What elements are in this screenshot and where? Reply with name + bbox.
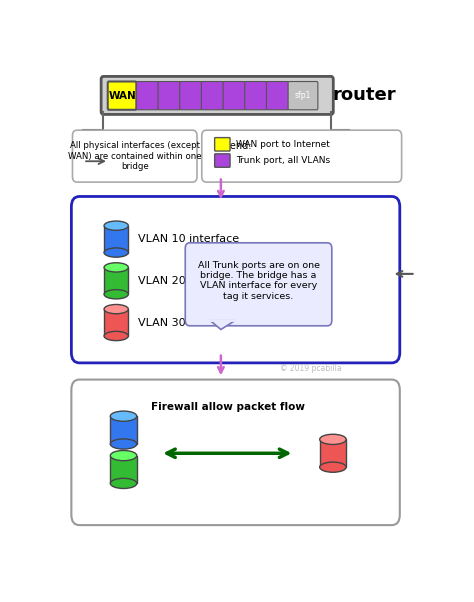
Ellipse shape — [319, 434, 346, 444]
Ellipse shape — [104, 262, 128, 272]
FancyBboxPatch shape — [108, 81, 137, 110]
Ellipse shape — [104, 248, 128, 257]
Text: VLAN 10 interface: VLAN 10 interface — [138, 234, 239, 244]
Ellipse shape — [104, 331, 128, 341]
Text: sfp1: sfp1 — [295, 91, 311, 100]
Text: Firewall allow packet flow: Firewall allow packet flow — [151, 402, 305, 412]
Ellipse shape — [110, 450, 137, 461]
FancyBboxPatch shape — [72, 380, 400, 525]
Text: WAN: WAN — [108, 91, 136, 101]
Ellipse shape — [110, 439, 137, 449]
Bar — [104, 267, 128, 294]
Ellipse shape — [110, 411, 137, 421]
FancyBboxPatch shape — [266, 81, 289, 110]
Ellipse shape — [110, 479, 137, 488]
FancyBboxPatch shape — [72, 196, 400, 363]
Bar — [110, 416, 137, 444]
Text: Trunk port, all VLANs: Trunk port, all VLANs — [236, 156, 330, 165]
FancyBboxPatch shape — [158, 81, 180, 110]
Ellipse shape — [104, 221, 128, 231]
Bar — [104, 309, 128, 336]
Text: All Trunk ports are on one
bridge. The bridge has a
VLAN interface for every
tag: All Trunk ports are on one bridge. The b… — [198, 261, 319, 301]
Text: VLAN 30 interface: VLAN 30 interface — [138, 317, 239, 327]
Ellipse shape — [104, 305, 128, 314]
Text: WAN port to Internet: WAN port to Internet — [236, 140, 330, 149]
Text: © 2019 pcabilla: © 2019 pcabilla — [280, 364, 341, 373]
FancyBboxPatch shape — [185, 243, 332, 326]
Text: All physical interfaces (except
WAN) are contained within one
bridge: All physical interfaces (except WAN) are… — [68, 141, 201, 171]
FancyBboxPatch shape — [202, 130, 401, 182]
FancyBboxPatch shape — [201, 81, 223, 110]
Ellipse shape — [104, 290, 128, 299]
Bar — [104, 226, 128, 253]
FancyBboxPatch shape — [73, 130, 197, 182]
FancyBboxPatch shape — [245, 81, 267, 110]
Ellipse shape — [319, 462, 346, 473]
FancyBboxPatch shape — [223, 81, 245, 110]
Text: VLAN 20 interface: VLAN 20 interface — [138, 276, 239, 286]
FancyBboxPatch shape — [137, 81, 158, 110]
Text: router: router — [332, 87, 396, 104]
FancyBboxPatch shape — [101, 76, 333, 114]
Polygon shape — [210, 320, 236, 329]
FancyBboxPatch shape — [215, 154, 230, 167]
Bar — [110, 456, 137, 483]
FancyBboxPatch shape — [180, 81, 202, 110]
Bar — [319, 439, 346, 467]
FancyBboxPatch shape — [288, 81, 318, 110]
Text: legend:: legend: — [215, 141, 252, 151]
FancyBboxPatch shape — [215, 138, 230, 151]
